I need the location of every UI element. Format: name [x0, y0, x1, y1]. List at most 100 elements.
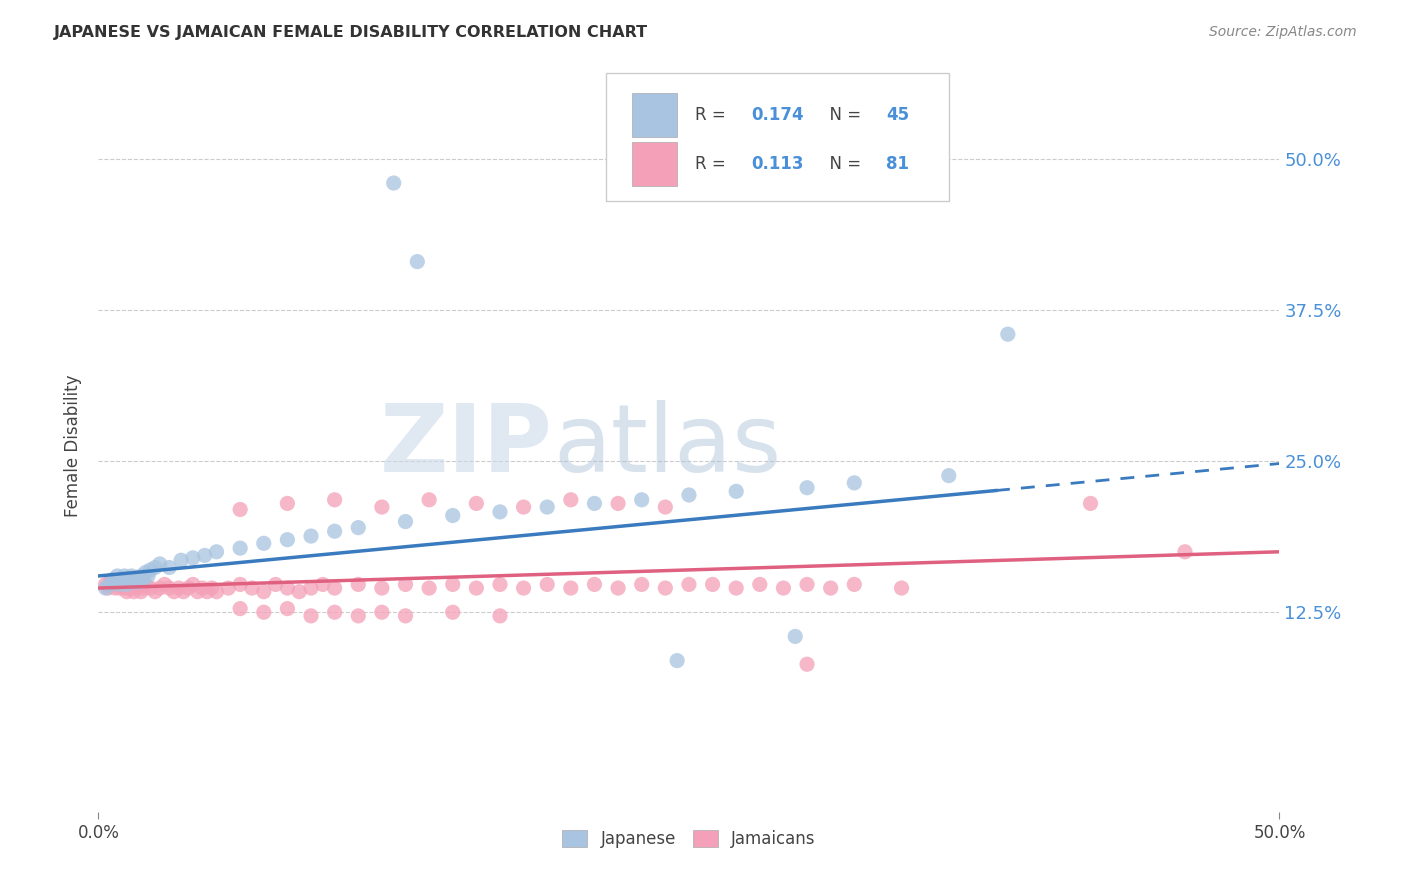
Point [253, 536, 276, 550]
Point [406, 254, 429, 268]
Point [607, 581, 630, 595]
Point [583, 577, 606, 591]
Point [125, 571, 148, 585]
Point [772, 581, 794, 595]
Point [135, 577, 157, 591]
Point [299, 529, 322, 543]
Point [98, 577, 121, 591]
Point [844, 577, 866, 591]
Point [489, 608, 512, 623]
Point [135, 566, 157, 580]
Point [583, 496, 606, 510]
Point [890, 581, 912, 595]
Point [796, 481, 818, 495]
Point [785, 629, 807, 643]
Point [101, 577, 124, 591]
Point [323, 605, 346, 619]
Point [104, 574, 127, 589]
Text: JAPANESE VS JAMAICAN FEMALE DISABILITY CORRELATION CHART: JAPANESE VS JAMAICAN FEMALE DISABILITY C… [53, 25, 648, 40]
Point [97, 581, 120, 595]
Text: R =: R = [695, 106, 731, 124]
Point [129, 569, 152, 583]
Point [195, 584, 218, 599]
Point [118, 581, 141, 595]
Point [229, 502, 252, 516]
Point [108, 581, 131, 595]
Point [149, 581, 172, 595]
Point [299, 581, 322, 595]
Point [157, 581, 180, 595]
Point [172, 584, 194, 599]
Point [276, 533, 298, 547]
Point [820, 581, 842, 595]
Point [194, 549, 217, 563]
Point [132, 581, 155, 595]
Text: N =: N = [818, 106, 866, 124]
Point [630, 577, 652, 591]
Point [128, 574, 150, 589]
Text: atlas: atlas [553, 400, 782, 492]
Point [181, 550, 204, 565]
Point [489, 577, 512, 591]
Point [139, 563, 162, 577]
Text: ZIP: ZIP [380, 400, 553, 492]
Point [666, 654, 689, 668]
Point [512, 581, 534, 595]
Point [323, 492, 346, 507]
Point [181, 577, 204, 591]
Point [94, 577, 117, 591]
Point [347, 577, 370, 591]
Point [678, 577, 700, 591]
Point [104, 581, 127, 595]
Text: 81: 81 [886, 155, 910, 173]
Text: R =: R = [695, 155, 731, 173]
Point [229, 577, 252, 591]
Text: Source: ZipAtlas.com: Source: ZipAtlas.com [1209, 25, 1357, 39]
Point [177, 581, 200, 595]
Point [229, 601, 252, 615]
Point [276, 496, 298, 510]
Point [299, 608, 322, 623]
Point [418, 581, 440, 595]
Point [465, 496, 488, 510]
Point [654, 500, 676, 514]
Point [276, 581, 298, 595]
Point [122, 584, 145, 599]
Text: N =: N = [818, 155, 866, 173]
Point [276, 601, 298, 615]
Point [153, 577, 176, 591]
Text: 45: 45 [886, 106, 910, 124]
Point [111, 577, 134, 591]
Point [371, 581, 394, 595]
Point [288, 584, 311, 599]
Point [229, 541, 252, 556]
Point [129, 584, 152, 599]
Y-axis label: Female Disability: Female Disability [65, 375, 83, 517]
Point [132, 573, 155, 587]
Point [205, 584, 228, 599]
Point [187, 584, 209, 599]
Point [167, 581, 190, 595]
Point [630, 492, 652, 507]
Point [136, 569, 159, 583]
Point [139, 581, 162, 595]
Point [394, 577, 416, 591]
Legend: Japanese, Jamaicans: Japanese, Jamaicans [553, 820, 825, 858]
Point [105, 577, 128, 591]
FancyBboxPatch shape [633, 94, 678, 137]
Point [796, 657, 818, 672]
Point [111, 573, 134, 587]
Point [536, 500, 558, 514]
Point [441, 577, 464, 591]
Point [654, 581, 676, 595]
Point [382, 176, 405, 190]
Point [128, 577, 150, 591]
Point [702, 577, 724, 591]
Point [938, 468, 960, 483]
Point [143, 584, 166, 599]
Text: 0.174: 0.174 [752, 106, 804, 124]
Point [347, 520, 370, 534]
Point [125, 581, 148, 595]
Point [240, 581, 263, 595]
Point [997, 327, 1019, 342]
